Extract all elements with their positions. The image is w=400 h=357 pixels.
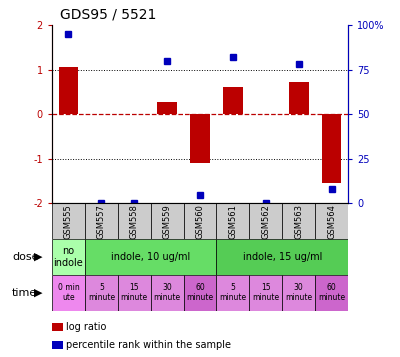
Text: 30
minute: 30 minute bbox=[285, 283, 312, 302]
Text: GSM555: GSM555 bbox=[64, 204, 73, 239]
Text: time: time bbox=[12, 288, 37, 298]
Bar bbox=[315, 203, 348, 239]
Text: GDS95 / 5521: GDS95 / 5521 bbox=[60, 7, 156, 21]
Bar bbox=[118, 275, 151, 311]
Bar bbox=[52, 239, 85, 275]
Bar bbox=[52, 203, 85, 239]
Text: GSM562: GSM562 bbox=[261, 204, 270, 239]
Text: 0 min
ute: 0 min ute bbox=[58, 283, 79, 302]
Bar bbox=[157, 102, 177, 114]
Text: ▶: ▶ bbox=[34, 252, 42, 262]
Text: 15
minute: 15 minute bbox=[252, 283, 279, 302]
Text: percentile rank within the sample: percentile rank within the sample bbox=[66, 340, 231, 350]
Bar bbox=[184, 275, 216, 311]
Text: GSM561: GSM561 bbox=[228, 204, 237, 239]
Text: indole, 15 ug/ml: indole, 15 ug/ml bbox=[242, 252, 322, 262]
Text: 30
minute: 30 minute bbox=[154, 283, 181, 302]
Text: ▶: ▶ bbox=[34, 288, 42, 298]
Bar bbox=[315, 275, 348, 311]
Text: no
indole: no indole bbox=[54, 246, 83, 268]
Text: GSM564: GSM564 bbox=[327, 204, 336, 239]
Text: indole, 10 ug/ml: indole, 10 ug/ml bbox=[111, 252, 190, 262]
Bar bbox=[223, 86, 243, 114]
Text: 5
minute: 5 minute bbox=[88, 283, 115, 302]
Bar bbox=[85, 275, 118, 311]
Bar bbox=[58, 67, 78, 114]
Text: 60
minute: 60 minute bbox=[186, 283, 214, 302]
Bar bbox=[249, 203, 282, 239]
Text: GSM557: GSM557 bbox=[97, 204, 106, 239]
Text: 5
minute: 5 minute bbox=[219, 283, 246, 302]
Bar bbox=[216, 239, 348, 275]
Bar bbox=[85, 203, 118, 239]
Bar bbox=[151, 203, 184, 239]
Bar bbox=[322, 114, 342, 183]
Text: log ratio: log ratio bbox=[66, 322, 106, 332]
Bar bbox=[85, 239, 216, 275]
Bar bbox=[190, 114, 210, 164]
Text: 15
minute: 15 minute bbox=[121, 283, 148, 302]
Text: dose: dose bbox=[12, 252, 38, 262]
Text: GSM558: GSM558 bbox=[130, 204, 139, 239]
Text: GSM563: GSM563 bbox=[294, 204, 303, 239]
Text: 60
minute: 60 minute bbox=[318, 283, 345, 302]
Bar bbox=[216, 203, 249, 239]
Bar bbox=[184, 203, 216, 239]
Bar bbox=[249, 275, 282, 311]
Bar bbox=[216, 275, 249, 311]
Bar bbox=[52, 275, 85, 311]
Bar bbox=[282, 203, 315, 239]
Text: GSM559: GSM559 bbox=[163, 204, 172, 239]
Bar bbox=[118, 203, 151, 239]
Text: GSM560: GSM560 bbox=[196, 204, 204, 239]
Bar bbox=[289, 82, 308, 114]
Bar bbox=[282, 275, 315, 311]
Bar bbox=[151, 275, 184, 311]
